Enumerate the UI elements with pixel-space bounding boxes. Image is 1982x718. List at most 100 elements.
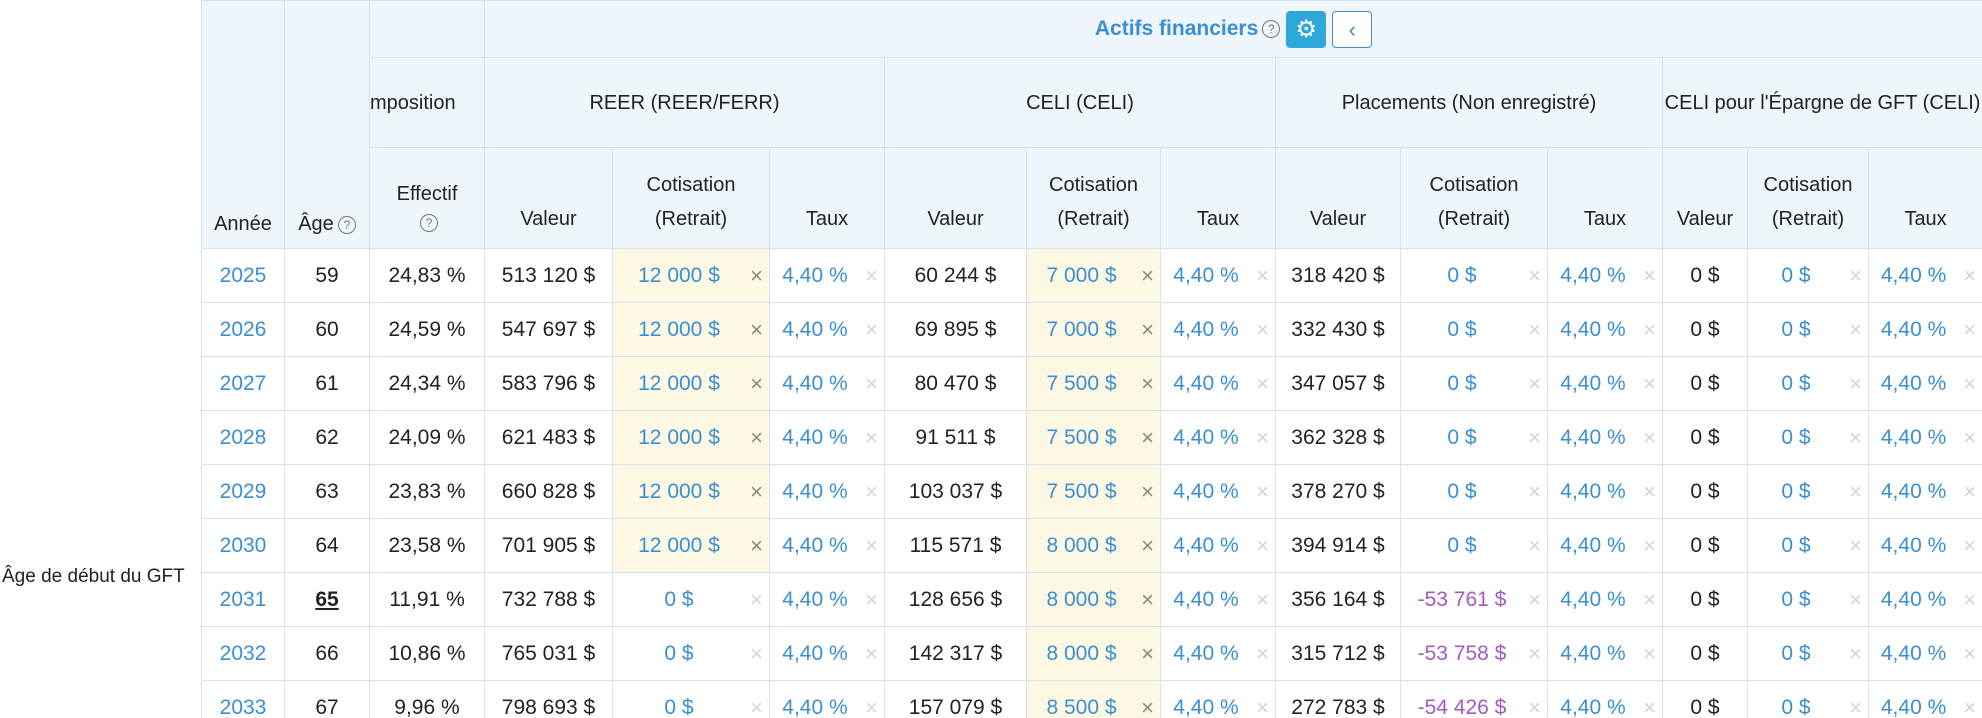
clear-icon[interactable]: ×: [1963, 424, 1977, 450]
cell[interactable]: 0 $ ×: [1747, 248, 1869, 303]
clear-icon[interactable]: ×: [1643, 262, 1656, 288]
cell[interactable]: 0 $ ×: [1747, 464, 1869, 519]
cell[interactable]: 4,40 % ×: [1160, 464, 1276, 519]
cell[interactable]: 12 000 $ ×: [612, 302, 770, 357]
cell[interactable]: 4,40 % ×: [1547, 680, 1663, 718]
clear-icon[interactable]: ×: [1528, 640, 1541, 666]
cell[interactable]: 0 $ ×: [612, 572, 770, 627]
cell[interactable]: 2027: [201, 356, 285, 411]
clear-icon[interactable]: ×: [1256, 370, 1269, 396]
clear-icon[interactable]: ×: [1256, 586, 1269, 612]
cell[interactable]: 2031: [201, 572, 285, 627]
cell[interactable]: 7 000 $ ×: [1026, 302, 1161, 357]
clear-icon[interactable]: ×: [1849, 694, 1862, 718]
cell[interactable]: 4,40 % ×: [1160, 572, 1276, 627]
cell[interactable]: 7 500 $ ×: [1026, 356, 1161, 411]
clear-icon[interactable]: ×: [1963, 478, 1977, 504]
cell-text[interactable]: 2033: [219, 695, 267, 718]
clear-icon[interactable]: ×: [1643, 478, 1656, 504]
clear-icon[interactable]: ×: [865, 262, 878, 288]
clear-icon[interactable]: ×: [1963, 694, 1977, 718]
cell[interactable]: 0 $ ×: [1400, 356, 1548, 411]
cell[interactable]: 4,40 % ×: [1547, 356, 1663, 411]
clear-icon[interactable]: ×: [865, 586, 878, 612]
cell[interactable]: 4,40 % ×: [1867, 248, 1982, 303]
cell[interactable]: 0 $ ×: [612, 680, 770, 718]
clear-icon[interactable]: ×: [1849, 586, 1862, 612]
clear-icon[interactable]: ×: [1643, 370, 1656, 396]
clear-icon[interactable]: ×: [1528, 694, 1541, 718]
cell[interactable]: 4,40 % ×: [1867, 464, 1982, 519]
cell[interactable]: 4,40 % ×: [1867, 680, 1982, 718]
cell[interactable]: 4,40 % ×: [769, 464, 885, 519]
clear-icon[interactable]: ×: [1528, 532, 1541, 558]
help-icon[interactable]: ?: [1262, 20, 1281, 38]
clear-icon[interactable]: ×: [1963, 586, 1977, 612]
clear-icon[interactable]: ×: [1256, 424, 1269, 450]
cell[interactable]: 4,40 % ×: [1547, 302, 1663, 357]
cell[interactable]: 2028: [201, 410, 285, 465]
cell[interactable]: 4,40 % ×: [769, 248, 885, 303]
clear-icon[interactable]: ×: [1963, 640, 1977, 666]
cell[interactable]: 0 $ ×: [1400, 302, 1548, 357]
cell[interactable]: 4,40 % ×: [1160, 518, 1276, 573]
cell[interactable]: -53 758 $ ×: [1400, 626, 1548, 681]
cell[interactable]: 0 $ ×: [1400, 410, 1548, 465]
cell[interactable]: 4,40 % ×: [1160, 356, 1276, 411]
cell[interactable]: 0 $ ×: [1747, 302, 1869, 357]
cell[interactable]: 4,40 % ×: [1867, 626, 1982, 681]
help-icon[interactable]: ?: [420, 213, 438, 232]
clear-icon[interactable]: ×: [750, 586, 763, 612]
cell[interactable]: 4,40 % ×: [1547, 572, 1663, 627]
cell[interactable]: 0 $ ×: [1400, 518, 1548, 573]
cell[interactable]: 4,40 % ×: [1547, 518, 1663, 573]
cell[interactable]: 0 $ ×: [1747, 356, 1869, 411]
clear-icon[interactable]: ×: [750, 532, 763, 558]
clear-icon[interactable]: ×: [1528, 586, 1541, 612]
cell[interactable]: 8 000 $ ×: [1026, 626, 1161, 681]
cell[interactable]: 4,40 % ×: [769, 680, 885, 718]
clear-icon[interactable]: ×: [1141, 532, 1154, 558]
cell[interactable]: 0 $ ×: [1400, 248, 1548, 303]
cell[interactable]: 4,40 % ×: [1867, 302, 1982, 357]
cell[interactable]: 4,40 % ×: [1547, 626, 1663, 681]
clear-icon[interactable]: ×: [1141, 424, 1154, 450]
cell[interactable]: 4,40 % ×: [1867, 356, 1982, 411]
clear-icon[interactable]: ×: [1256, 694, 1269, 718]
clear-icon[interactable]: ×: [1528, 478, 1541, 504]
clear-icon[interactable]: ×: [1643, 640, 1656, 666]
cell-text[interactable]: 2026: [219, 317, 267, 341]
cell[interactable]: 0 $ ×: [1747, 680, 1869, 718]
clear-icon[interactable]: ×: [1141, 370, 1154, 396]
settings-button[interactable]: ⚙: [1286, 10, 1327, 48]
clear-icon[interactable]: ×: [1963, 532, 1977, 558]
clear-icon[interactable]: ×: [1643, 694, 1656, 718]
cell[interactable]: 0 $ ×: [1747, 572, 1869, 627]
cell[interactable]: -54 426 $ ×: [1400, 680, 1548, 718]
cell[interactable]: 4,40 % ×: [1867, 572, 1982, 627]
cell[interactable]: 7 500 $ ×: [1026, 464, 1161, 519]
cell[interactable]: 4,40 % ×: [1160, 410, 1276, 465]
cell[interactable]: 4,40 % ×: [1547, 248, 1663, 303]
clear-icon[interactable]: ×: [1528, 316, 1541, 342]
cell[interactable]: 4,40 % ×: [1867, 518, 1982, 573]
cell-text[interactable]: 2028: [219, 425, 267, 449]
cell-text[interactable]: 2031: [219, 587, 267, 611]
clear-icon[interactable]: ×: [1256, 532, 1269, 558]
clear-icon[interactable]: ×: [750, 694, 763, 718]
collapse-button[interactable]: ‹: [1332, 10, 1373, 48]
clear-icon[interactable]: ×: [750, 370, 763, 396]
cell[interactable]: 8 000 $ ×: [1026, 518, 1161, 573]
cell[interactable]: 4,40 % ×: [1547, 410, 1663, 465]
cell-text[interactable]: 2030: [219, 533, 267, 557]
cell-text[interactable]: 2025: [219, 263, 267, 287]
cell[interactable]: 4,40 % ×: [1867, 410, 1982, 465]
clear-icon[interactable]: ×: [1643, 316, 1656, 342]
cell[interactable]: 4,40 % ×: [1160, 248, 1276, 303]
clear-icon[interactable]: ×: [1643, 424, 1656, 450]
clear-icon[interactable]: ×: [1141, 586, 1154, 612]
cell[interactable]: 4,40 % ×: [769, 518, 885, 573]
clear-icon[interactable]: ×: [1141, 316, 1154, 342]
clear-icon[interactable]: ×: [1141, 640, 1154, 666]
cell[interactable]: 4,40 % ×: [1160, 302, 1276, 357]
